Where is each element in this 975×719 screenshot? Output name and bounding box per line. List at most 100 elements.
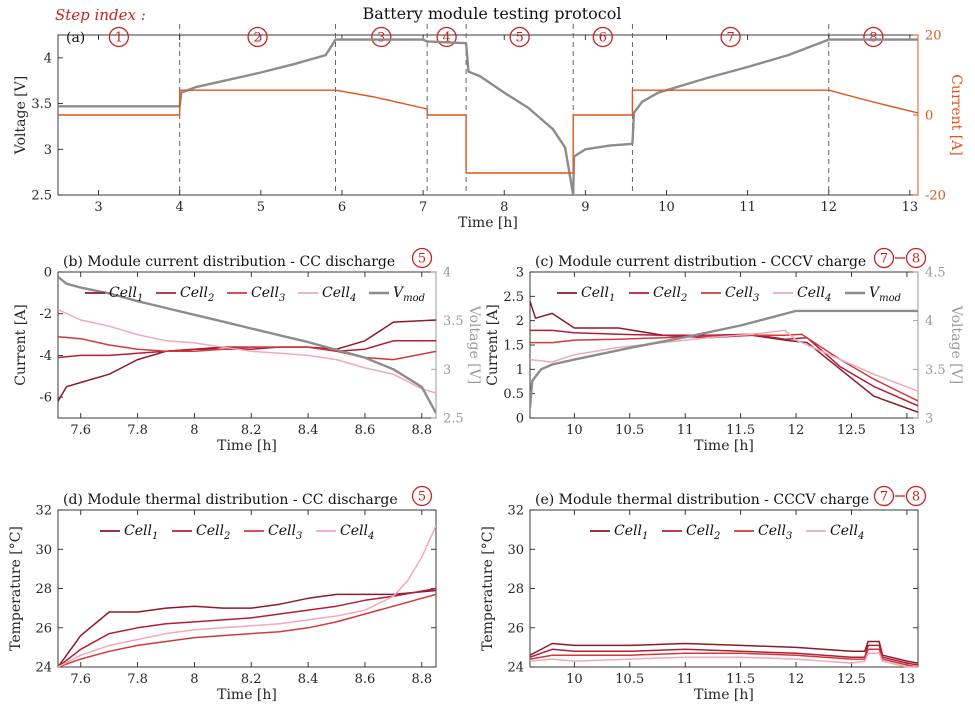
- series-line-cell4: [58, 525, 436, 668]
- y-tick-label: 3: [44, 143, 52, 158]
- panel-title-e: (e) Module thermal distribution - CCCV c…: [535, 492, 869, 508]
- y-tick-label: -6: [39, 391, 52, 406]
- x-tick-label: 8.6: [355, 672, 376, 687]
- series-line-vmod: [530, 309, 918, 409]
- x-tick-label: 7.6: [70, 423, 91, 438]
- legend-label-cell2: Cell2: [653, 285, 687, 304]
- step-marker-4-ring: [436, 26, 457, 48]
- series-line-cell4: [530, 652, 918, 668]
- y-tick-label: 24: [35, 661, 52, 676]
- panel-b: 7.6 7.8 8 8.2 8.4 8.6 8.8 -6 -4 -2 0 2.5 3 3.5 4 Time […: [13, 247, 482, 454]
- step-marker-7-label: 7: [726, 31, 734, 46]
- panel-step-badge-label: 5: [418, 252, 426, 267]
- series-line-cell3: [58, 593, 436, 668]
- x-axis-label: Time [h]: [694, 438, 754, 454]
- y-tick-label: -4: [39, 349, 52, 364]
- x-tick-label: 8: [190, 423, 198, 438]
- panel-step-badge-ring: [411, 485, 433, 507]
- legend-label-cell4: Cell4: [797, 285, 831, 304]
- y-right-tick-label: 0: [925, 109, 933, 124]
- panel-title-d: (d) Module thermal distribution - CC dis…: [63, 492, 398, 508]
- y-tick-label: 26: [507, 621, 524, 636]
- step-marker-5-ring: [509, 26, 530, 48]
- chart-panels: 1 2 3 4 5 6 7 83 4 5 6 7 8 9 10 11 12 132.533.54-20020Tim…: [8, 24, 964, 703]
- x-axis-label: Time [h]: [217, 438, 277, 454]
- x-tick-label: 8.8: [411, 423, 432, 438]
- series-line-cell2: [58, 587, 436, 668]
- y-right-tick-label: 3.5: [925, 363, 946, 378]
- legend-label-cell4: Cell4: [830, 523, 864, 542]
- legend-label-cell3: Cell3: [268, 523, 302, 542]
- y-axis-label: Current [A]: [485, 304, 501, 386]
- x-tick-label: 5: [257, 200, 265, 215]
- y-right-tick-label: 4: [443, 266, 451, 281]
- step-marker-8-label: 8: [869, 31, 877, 46]
- x-tick-label: 12: [788, 423, 805, 438]
- y-right-axis-label: Voltage [V]: [948, 305, 964, 384]
- legend-label-cell1: Cell1: [124, 523, 158, 542]
- y-tick-label: 26: [35, 621, 52, 636]
- x-axis-label: Time [h]: [217, 687, 277, 703]
- panel-title-b: (b) Module current distribution - CC dis…: [63, 254, 395, 270]
- series-line-cell4: [530, 329, 918, 392]
- step-marker-5-label: 5: [516, 31, 524, 46]
- y-axis-label: Temperature [°C]: [480, 526, 496, 651]
- series-line-cell3: [530, 648, 918, 668]
- x-tick-label: 8.8: [411, 672, 432, 687]
- y-tick-label: 3.5: [31, 97, 52, 112]
- legend-label-vmod: Vmod: [393, 285, 425, 304]
- x-axis-label: Time [h]: [458, 215, 518, 231]
- y-axis-label: Temperature [°C]: [8, 526, 24, 651]
- y-tick-label: 30: [507, 543, 524, 558]
- y-right-tick-label: 2.5: [443, 412, 464, 427]
- plot-frame-a: [57, 34, 919, 196]
- x-tick-label: 7.6: [70, 672, 91, 687]
- step-marker-6-ring: [592, 26, 613, 48]
- y-tick-label: 32: [35, 504, 52, 519]
- step-marker-2-ring: [247, 26, 268, 48]
- legend-label-cell4: Cell4: [322, 285, 356, 304]
- y-tick-label: 2.5: [503, 290, 524, 305]
- y-tick-label: 24: [507, 661, 524, 676]
- y-tick-label: 30: [35, 543, 52, 558]
- panel-c: 10 10.5 11 11.5 12 12.5 1300.511.522.5333.544.…: [485, 247, 964, 454]
- y-tick-label: 1: [516, 363, 524, 378]
- x-tick-label: 8.6: [355, 423, 376, 438]
- series-line-cell3: [58, 335, 436, 361]
- x-tick-label: 12: [820, 200, 837, 215]
- x-tick-label: 10.5: [615, 423, 644, 438]
- y-right-axis-label: Voltage [V]: [466, 305, 482, 384]
- legend-label-cell1: Cell1: [581, 285, 615, 304]
- legend-label-cell2: Cell2: [180, 285, 214, 304]
- step-marker-3-label: 3: [377, 31, 385, 46]
- x-tick-label: 12.5: [837, 423, 866, 438]
- panel-step-badge-label: 5: [418, 490, 426, 505]
- series-line-cell1: [58, 319, 436, 402]
- panel-step-badge-label: 7: [880, 490, 888, 505]
- x-tick-label: 10.5: [615, 672, 644, 687]
- x-tick-label: 11: [739, 200, 756, 215]
- panel-step-badge-ring: [905, 247, 927, 269]
- panel-step-badge-ring: [873, 247, 895, 269]
- y-tick-label: 4: [44, 51, 52, 66]
- x-axis-label: Time [h]: [694, 687, 754, 703]
- legend-label-cell4: Cell4: [340, 523, 374, 542]
- x-tick-label: 12.5: [837, 672, 866, 687]
- x-tick-label: 8: [190, 672, 198, 687]
- y-tick-label: 2.5: [31, 189, 52, 204]
- panel-label-a: (a): [66, 30, 85, 46]
- y-axis-label: Voltage [V]: [13, 76, 29, 155]
- y-axis-label: Current [A]: [13, 304, 29, 386]
- panel-step-badge-ring: [873, 485, 895, 507]
- panel-e: 10 10.5 11 11.5 12 12.5 13 24 26 28 30 32 Time [h] Te…: [480, 485, 927, 703]
- y-tick-label: 1.5: [503, 339, 524, 354]
- y-tick-label: 0: [44, 266, 52, 281]
- panel-step-badge-label: 7: [880, 252, 888, 267]
- y-tick-label: -2: [39, 307, 52, 322]
- step-marker-1-label: 1: [115, 31, 123, 46]
- x-tick-label: 13: [899, 423, 916, 438]
- series-line-voltage: [58, 38, 918, 196]
- x-tick-label: 7.8: [127, 672, 148, 687]
- x-tick-label: 7.8: [127, 423, 148, 438]
